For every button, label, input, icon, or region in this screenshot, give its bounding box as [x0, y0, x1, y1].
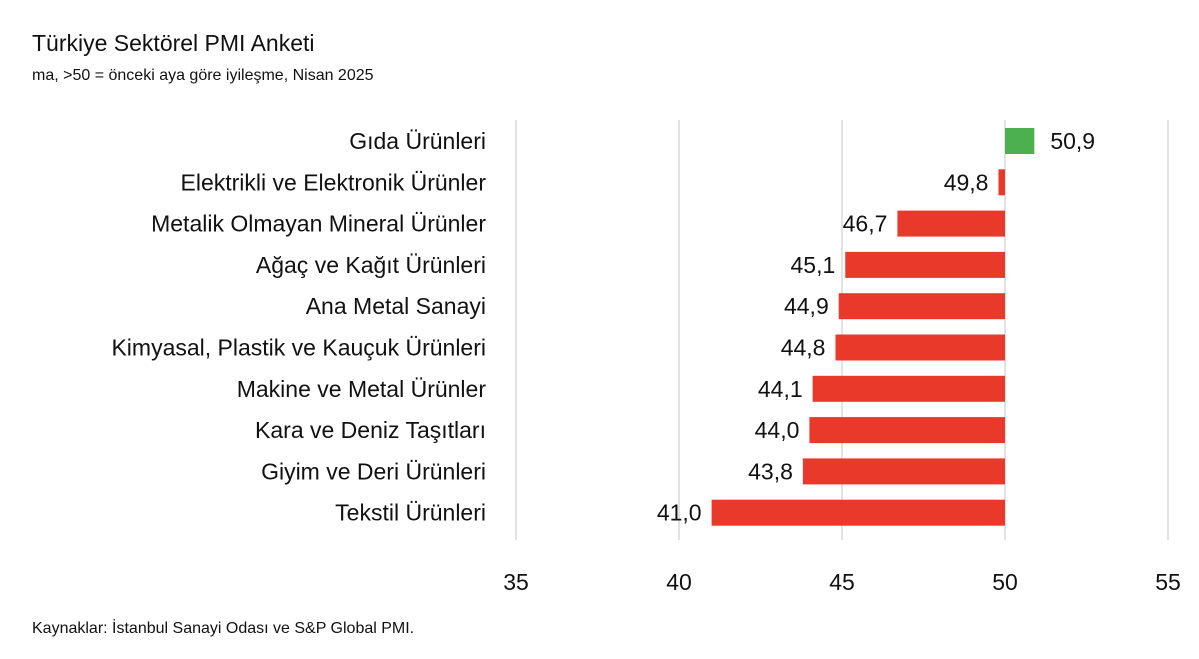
value-label: 41,0 — [657, 500, 702, 526]
x-tick-label: 55 — [1155, 569, 1181, 595]
category-label: Ana Metal Sanayi — [306, 293, 486, 319]
bars — [711, 128, 1035, 526]
bar — [711, 499, 1005, 526]
bar — [998, 169, 1005, 196]
value-label: 44,8 — [781, 335, 826, 361]
x-tick-label: 40 — [666, 569, 692, 595]
value-labels: 50,9 49,8 46,7 45,1 44,9 44,8 44,1 44,0 43,8 41,0 — [657, 128, 1095, 526]
x-tick-label: 50 — [992, 569, 1018, 595]
category-label: Ağaç ve Kağıt Ürünleri — [256, 252, 486, 278]
bar — [1005, 128, 1035, 154]
category-label: Tekstil Ürünleri — [335, 500, 486, 526]
category-label: Metalik Olmayan Mineral Ürünler — [151, 211, 486, 237]
category-label: Kara ve Deniz Taşıtları — [255, 417, 486, 443]
bar — [802, 458, 1005, 485]
category-label: Makine ve Metal Ürünler — [237, 376, 487, 402]
bar — [812, 375, 1005, 402]
value-label: 43,8 — [748, 458, 793, 484]
bar — [845, 251, 1005, 278]
value-label: 44,1 — [758, 376, 803, 402]
x-tick-label: 45 — [829, 569, 855, 595]
category-label: Elektrikli ve Elektronik Ürünler — [181, 169, 487, 195]
chart-title: Türkiye Sektörel PMI Anketi — [32, 30, 315, 56]
chart-subtitle: ma, >50 = önceki aya göre iyileşme, Nisa… — [32, 67, 374, 84]
bar — [897, 210, 1005, 237]
source-note: Kaynaklar: İstanbul Sanayi Odası ve S&P … — [32, 620, 415, 637]
value-label: 50,9 — [1050, 128, 1095, 154]
value-label: 45,1 — [790, 252, 835, 278]
bar — [838, 293, 1005, 320]
x-axis-ticks: 35 40 45 50 55 — [503, 569, 1181, 595]
value-label: 46,7 — [843, 211, 888, 237]
category-labels: Gıda Ürünleri Elektrikli ve Elektronik Ür… — [111, 128, 486, 526]
bar — [809, 417, 1005, 444]
value-label: 49,8 — [944, 169, 989, 195]
value-label: 44,9 — [784, 293, 829, 319]
x-tick-label: 35 — [503, 569, 529, 595]
bar — [835, 334, 1005, 361]
category-label: Gıda Ürünleri — [349, 128, 486, 154]
category-label: Kimyasal, Plastik ve Kauçuk Ürünleri — [111, 335, 486, 361]
category-label: Giyim ve Deri Ürünleri — [261, 458, 486, 484]
value-label: 44,0 — [755, 417, 800, 443]
